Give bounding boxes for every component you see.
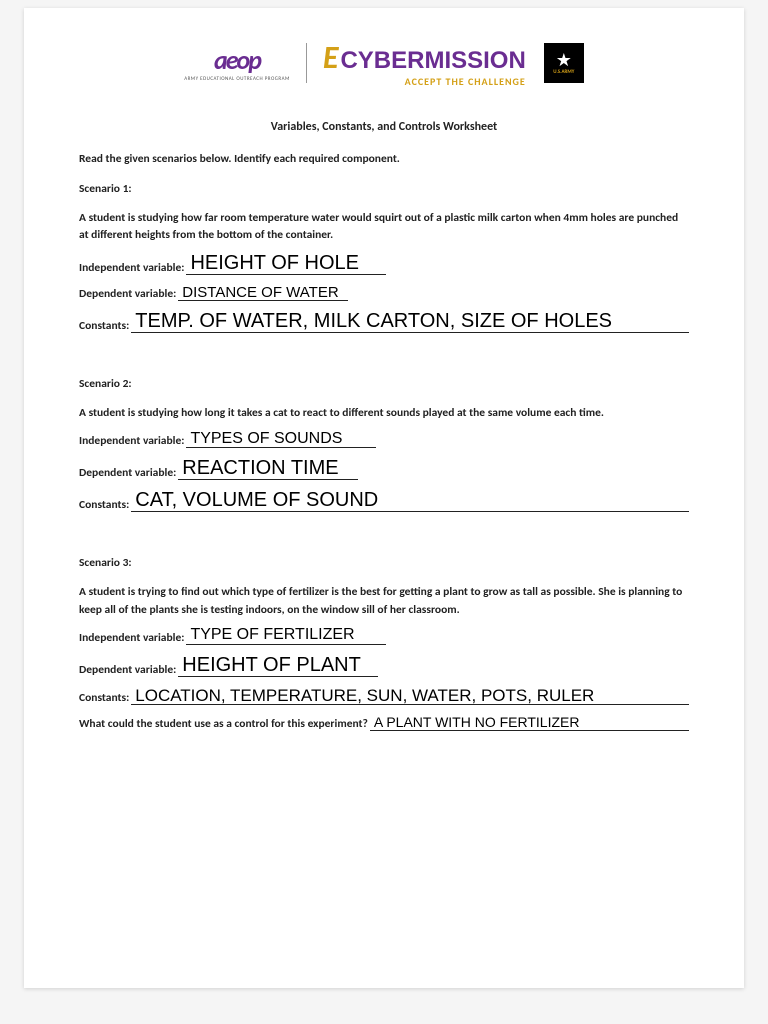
s1-dependent-answer: DISTANCE OF WATER	[178, 285, 348, 302]
s3-control-row: What could the student use as a control …	[79, 715, 689, 731]
star-icon: ★	[556, 51, 572, 69]
s3-control-answer: A PLANT WITH NO FERTILIZER	[370, 715, 689, 731]
scenario-1-description: A student is studying how far room tempe…	[79, 210, 689, 245]
aeop-logo: aeop ARMY EDUCATIONAL OUTREACH PROGRAM	[184, 44, 290, 82]
army-logo: ★ U.S.ARMY	[544, 43, 584, 83]
constants-label: Constants:	[79, 498, 129, 512]
s3-independent-row: Independent variable: TYPE OF FERTILIZER	[79, 627, 689, 645]
logo-divider	[306, 43, 307, 83]
instruction-text: Read the given scenarios below. Identify…	[79, 152, 689, 166]
aeop-subtext: ARMY EDUCATIONAL OUTREACH PROGRAM	[184, 76, 290, 82]
scenario-2-label: Scenario 2:	[79, 377, 689, 391]
constants-label: Constants:	[79, 691, 129, 705]
s3-constants-answer: LOCATION, TEMPERATURE, SUN, WATER, POTS,…	[131, 687, 689, 706]
scenario-3-label: Scenario 3:	[79, 556, 689, 570]
independent-label: Independent variable:	[79, 631, 184, 645]
s1-dependent-row: Dependent variable: DISTANCE OF WATER	[79, 285, 689, 302]
dependent-label: Dependent variable:	[79, 287, 176, 301]
aeop-text: aeop	[214, 44, 260, 76]
constants-label: Constants:	[79, 319, 129, 333]
army-text: U.S.ARMY	[553, 69, 574, 75]
s1-independent-answer: HEIGHT OF HOLE	[186, 253, 386, 275]
s3-constants-row: Constants: LOCATION, TEMPERATURE, SUN, W…	[79, 687, 689, 706]
header-logos: aeop ARMY EDUCATIONAL OUTREACH PROGRAM E…	[79, 38, 689, 88]
s1-constants-answer: TEMP. OF WATER, MILK CARTON, SIZE OF HOL…	[131, 311, 689, 333]
s1-independent-row: Independent variable: HEIGHT OF HOLE	[79, 253, 689, 275]
s3-dependent-answer: HEIGHT OF PLANT	[178, 655, 378, 677]
scenario-1-label: Scenario 1:	[79, 182, 689, 196]
s2-dependent-answer: REACTION TIME	[178, 458, 358, 480]
s2-independent-row: Independent variable: TYPES OF SOUNDS	[79, 431, 689, 449]
s2-constants-row: Constants: CAT, VOLUME OF SOUND	[79, 490, 689, 512]
s2-constants-answer: CAT, VOLUME OF SOUND	[131, 490, 689, 512]
s2-independent-answer: TYPES OF SOUNDS	[186, 431, 376, 449]
ecybermission-logo: E CYBERMISSION ACCEPT THE CHALLENGE	[323, 38, 526, 88]
ecyber-e: E	[323, 38, 339, 77]
independent-label: Independent variable:	[79, 434, 184, 448]
independent-label: Independent variable:	[79, 261, 184, 275]
s3-dependent-row: Dependent variable: HEIGHT OF PLANT	[79, 655, 689, 677]
s3-independent-answer: TYPE OF FERTILIZER	[186, 627, 386, 645]
ecyber-tagline: ACCEPT THE CHALLENGE	[323, 75, 526, 88]
dependent-label: Dependent variable:	[79, 663, 176, 677]
s2-dependent-row: Dependent variable: REACTION TIME	[79, 458, 689, 480]
worksheet-page: aeop ARMY EDUCATIONAL OUTREACH PROGRAM E…	[24, 8, 744, 988]
ecyber-text: CYBERMISSION	[340, 47, 525, 75]
control-question-label: What could the student use as a control …	[79, 717, 368, 731]
scenario-3-description: A student is trying to find out which ty…	[79, 584, 689, 619]
worksheet-title: Variables, Constants, and Controls Works…	[79, 120, 689, 134]
s1-constants-row: Constants: TEMP. OF WATER, MILK CARTON, …	[79, 311, 689, 333]
dependent-label: Dependent variable:	[79, 466, 176, 480]
scenario-2-description: A student is studying how long it takes …	[79, 405, 689, 422]
